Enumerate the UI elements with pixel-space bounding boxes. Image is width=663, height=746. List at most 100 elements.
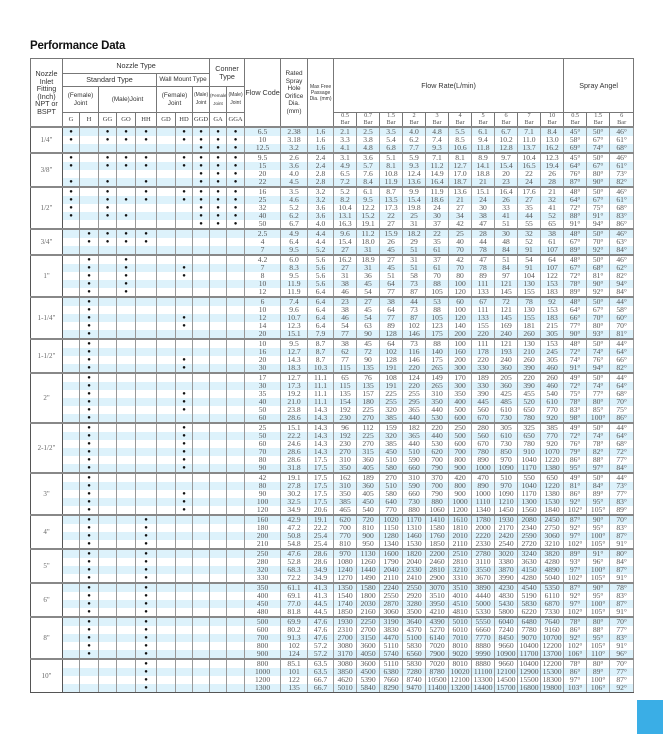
flow-rate-cell: 510	[379, 482, 404, 491]
flow-rate-cell: 12900	[517, 668, 542, 677]
flow-rate-cell: 89	[471, 272, 496, 281]
flow-rate-cell: 47	[471, 220, 496, 230]
type-gg-cell	[98, 540, 117, 550]
type-gg-cell	[98, 498, 117, 507]
spray-angle-cell: 97°	[563, 566, 588, 575]
type-hd-cell: ●	[175, 506, 193, 516]
flow-rate-cell: 14.9	[425, 170, 450, 179]
spray-angle-cell: 100°	[586, 676, 611, 685]
flow-rate-cell: 1200	[448, 506, 473, 516]
flow-rate-cell: 3060	[540, 532, 565, 541]
type-ga-cell	[209, 600, 228, 609]
flow-rate-cell: 3500	[402, 608, 427, 618]
flow-code-cell: 800	[244, 642, 282, 651]
type-gg-cell	[98, 348, 117, 357]
table-row: ● ● 180 47.2 22.2 700 810 1150 1310 1580 1810 2000 2…	[31, 524, 635, 533]
type-gga-cell	[226, 524, 246, 533]
flow-rate-cell: 810	[356, 524, 381, 533]
rated-dia-cell: 5.2	[280, 204, 309, 213]
flow-rate-cell: 3110	[471, 558, 496, 567]
flow-rate-cell: 72	[356, 348, 381, 357]
type-go-cell	[116, 582, 136, 593]
table-row: ● ● 120 34.9 20.6 465 540 770 880 1060 1200 1340 145…	[31, 506, 635, 516]
flow-rate-cell: 6870	[540, 600, 565, 609]
header-female-joint: (Female) Joint	[62, 86, 99, 113]
flow-rate-cell: 3510	[425, 592, 450, 601]
inlet-size: 1"	[30, 254, 63, 298]
flow-rate-cell: 390	[517, 364, 542, 374]
type-go-cell	[116, 382, 136, 391]
type-gd-cell	[156, 126, 176, 137]
flow-rate-cell: 8.9	[471, 152, 496, 163]
spray-angle-cell: 85°	[586, 406, 611, 415]
type-go-cell	[116, 296, 136, 307]
max-passage-cell: 28.6	[307, 558, 335, 567]
inlet-size: 1-1/2"	[30, 338, 63, 374]
flow-code-cell: 60	[244, 414, 282, 424]
type-gd-cell	[156, 540, 176, 550]
flow-rate-cell: 4010	[448, 592, 473, 601]
type-hd-cell: ●	[175, 448, 193, 457]
type-ga-cell: ●	[209, 220, 228, 230]
type-g-cell: ●	[62, 162, 80, 171]
flow-rate-cell: 7.1	[425, 152, 450, 163]
flow-rate-cell: 445	[471, 398, 496, 407]
flow-rate-cell: 5110	[379, 642, 404, 651]
type-go-cell	[116, 626, 136, 635]
spray-angle-cell: 105°	[586, 642, 611, 651]
type-gd-cell	[156, 152, 176, 163]
flow-code-cell: 50	[244, 406, 282, 415]
type-hh-cell	[135, 472, 157, 483]
flow-code-cell: 7	[244, 246, 282, 256]
type-ga-cell	[209, 254, 228, 265]
flow-rate-cell: 2780	[471, 548, 496, 559]
type-ga-cell: ●	[209, 136, 228, 145]
flow-rate-cell: 26	[379, 238, 404, 247]
flow-rate-cell: 2550	[379, 592, 404, 601]
type-hd-cell	[175, 592, 193, 601]
flow-rate-cell: 10900	[494, 650, 519, 660]
flow-rate-cell: 31	[356, 246, 381, 256]
type-ga-cell	[209, 616, 228, 627]
flow-code-cell: 800	[244, 658, 282, 669]
type-h-cell: ●	[79, 634, 99, 643]
table-row: ● ● 100 32.5 17.5 385 450 640 730 880 1000 1110 1210…	[31, 498, 635, 507]
flow-code-cell: 80	[244, 456, 282, 465]
flow-rate-cell: 87	[402, 288, 427, 298]
flow-rate-cell: 4620	[333, 676, 358, 685]
type-ggd-cell	[191, 306, 211, 315]
type-h-cell: ●	[79, 650, 99, 660]
type-gg-cell	[98, 566, 117, 575]
flow-rate-cell: 7020	[425, 642, 450, 651]
flow-rate-cell: 1240	[333, 566, 358, 575]
type-gga-cell	[226, 668, 246, 677]
header-code-go: GO	[116, 112, 136, 128]
type-h-cell: ●	[79, 406, 99, 415]
flow-rate-cell: 70	[448, 246, 473, 256]
type-hh-cell	[135, 288, 157, 298]
type-gg-cell	[98, 524, 117, 533]
type-ga-cell	[209, 676, 228, 685]
flow-rate-cell: 3240	[517, 548, 542, 559]
type-h-cell	[79, 212, 99, 221]
flow-rate-cell: 4510	[448, 600, 473, 609]
flow-code-cell: 600	[244, 626, 282, 635]
flow-rate-cell: 14400	[471, 684, 496, 694]
spray-angle-cell: 69°	[563, 144, 588, 154]
type-hd-cell	[175, 514, 193, 525]
flow-rate-cell: 320	[379, 432, 404, 441]
flow-rate-cell: 1530	[402, 540, 427, 550]
type-ggd-cell: ●	[191, 136, 211, 145]
type-h-cell: ●	[79, 228, 99, 239]
flow-rate-cell: 4150	[517, 566, 542, 575]
spray-angle-cell: 75°	[563, 390, 588, 399]
flow-rate-cell: 2.5	[356, 126, 381, 137]
flow-rate-cell: 6380	[379, 668, 404, 677]
spray-angle-cell: 84°	[609, 288, 635, 298]
spray-angle-cell: 87°	[563, 582, 588, 593]
flow-rate-cell: 45	[379, 264, 404, 273]
type-g-cell: ●	[62, 178, 80, 188]
flow-rate-cell: 51	[379, 272, 404, 281]
type-ga-cell	[209, 338, 228, 349]
rated-dia-cell: 12.7	[280, 372, 309, 383]
